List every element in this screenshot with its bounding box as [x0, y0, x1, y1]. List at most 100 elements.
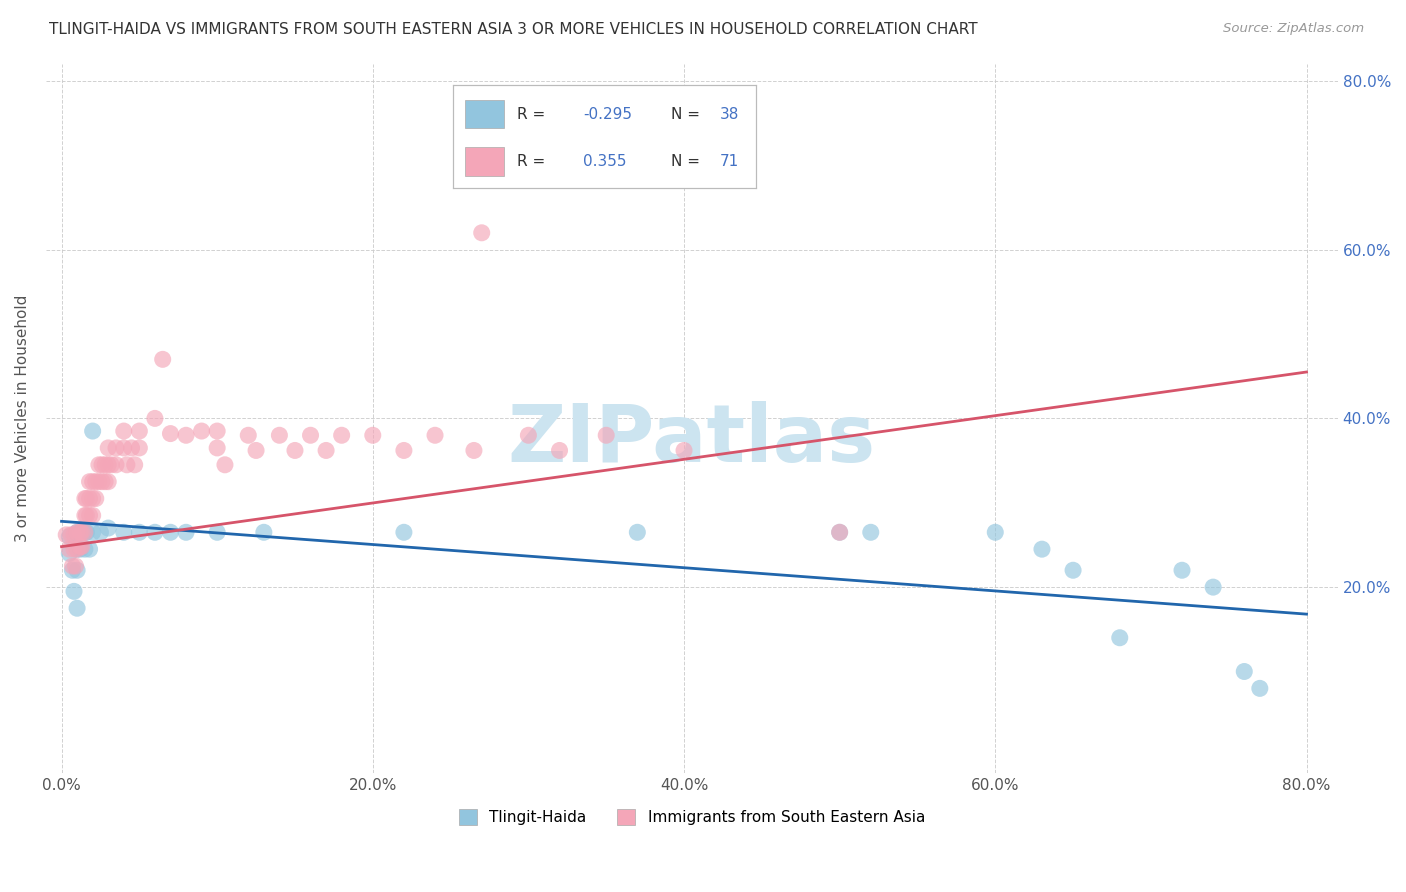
- Point: [69, 540, 91, 554]
- Point: [69, 525, 91, 540]
- Point: [73, 525, 96, 540]
- Point: [70, 540, 93, 554]
- Point: [115, 458, 138, 472]
- Point: [79, 491, 101, 506]
- Point: [1249, 681, 1271, 696]
- Point: [828, 525, 851, 540]
- Point: [112, 424, 135, 438]
- Point: [143, 525, 166, 540]
- Point: [299, 428, 322, 442]
- Point: [128, 424, 150, 438]
- Point: [87, 475, 110, 489]
- Point: [174, 428, 197, 442]
- Point: [105, 441, 128, 455]
- Point: [66, 601, 89, 615]
- Point: [66, 542, 89, 557]
- Point: [94, 458, 117, 472]
- Point: [82, 491, 104, 506]
- Point: [66, 563, 89, 577]
- Point: [82, 508, 104, 523]
- Point: [828, 525, 851, 540]
- Point: [91, 458, 114, 472]
- Point: [63, 584, 86, 599]
- Point: [65, 559, 87, 574]
- Point: [463, 443, 485, 458]
- Point: [105, 458, 128, 472]
- Point: [1062, 563, 1084, 577]
- Point: [214, 458, 236, 472]
- Text: Source: ZipAtlas.com: Source: ZipAtlas.com: [1223, 22, 1364, 36]
- Point: [112, 441, 135, 455]
- Point: [124, 458, 146, 472]
- Point: [97, 521, 120, 535]
- Point: [121, 441, 143, 455]
- Point: [1233, 665, 1256, 679]
- Point: [159, 525, 181, 540]
- Point: [128, 525, 150, 540]
- Point: [87, 458, 110, 472]
- Point: [315, 443, 337, 458]
- Point: [112, 525, 135, 540]
- Point: [75, 508, 97, 523]
- Point: [97, 441, 120, 455]
- Point: [361, 428, 384, 442]
- Point: [595, 428, 617, 442]
- Point: [152, 352, 174, 367]
- Point: [517, 428, 540, 442]
- Point: [73, 491, 96, 506]
- Point: [1108, 631, 1130, 645]
- Point: [330, 428, 353, 442]
- Point: [58, 529, 80, 543]
- Point: [190, 424, 212, 438]
- Text: TLINGIT-HAIDA VS IMMIGRANTS FROM SOUTH EASTERN ASIA 3 OR MORE VEHICLES IN HOUSEH: TLINGIT-HAIDA VS IMMIGRANTS FROM SOUTH E…: [49, 22, 977, 37]
- Point: [1171, 563, 1194, 577]
- Point: [174, 525, 197, 540]
- Legend: Tlingit-Haida, Immigrants from South Eastern Asia: Tlingit-Haida, Immigrants from South Eas…: [458, 809, 925, 825]
- Point: [91, 475, 114, 489]
- Point: [58, 546, 80, 560]
- Point: [79, 508, 101, 523]
- Point: [82, 525, 104, 540]
- Point: [269, 428, 291, 442]
- Point: [89, 525, 111, 540]
- Point: [58, 542, 80, 557]
- Point: [62, 563, 84, 577]
- Point: [82, 475, 104, 489]
- Point: [63, 528, 86, 542]
- Point: [423, 428, 446, 442]
- Point: [205, 441, 228, 455]
- Point: [392, 525, 415, 540]
- Point: [62, 559, 84, 574]
- Point: [673, 443, 696, 458]
- Point: [143, 411, 166, 425]
- Point: [59, 528, 82, 542]
- Point: [128, 441, 150, 455]
- Point: [471, 226, 494, 240]
- Point: [159, 426, 181, 441]
- Point: [69, 542, 91, 557]
- Point: [75, 525, 97, 540]
- Point: [984, 525, 1007, 540]
- Point: [66, 542, 89, 557]
- Point: [70, 525, 93, 540]
- Point: [626, 525, 648, 540]
- Point: [82, 424, 104, 438]
- Point: [65, 529, 87, 543]
- Point: [1031, 542, 1053, 557]
- Text: ZIPatlas: ZIPatlas: [508, 401, 876, 479]
- Point: [66, 525, 89, 540]
- Point: [100, 458, 122, 472]
- Point: [548, 443, 571, 458]
- Point: [1202, 580, 1225, 594]
- Y-axis label: 3 or more Vehicles in Household: 3 or more Vehicles in Household: [15, 294, 30, 542]
- Point: [55, 528, 77, 542]
- Point: [253, 525, 276, 540]
- Point: [205, 424, 228, 438]
- Point: [69, 525, 91, 540]
- Point: [97, 475, 120, 489]
- Point: [284, 443, 307, 458]
- Point: [73, 542, 96, 557]
- Point: [205, 525, 228, 540]
- Point: [79, 475, 101, 489]
- Point: [63, 542, 86, 557]
